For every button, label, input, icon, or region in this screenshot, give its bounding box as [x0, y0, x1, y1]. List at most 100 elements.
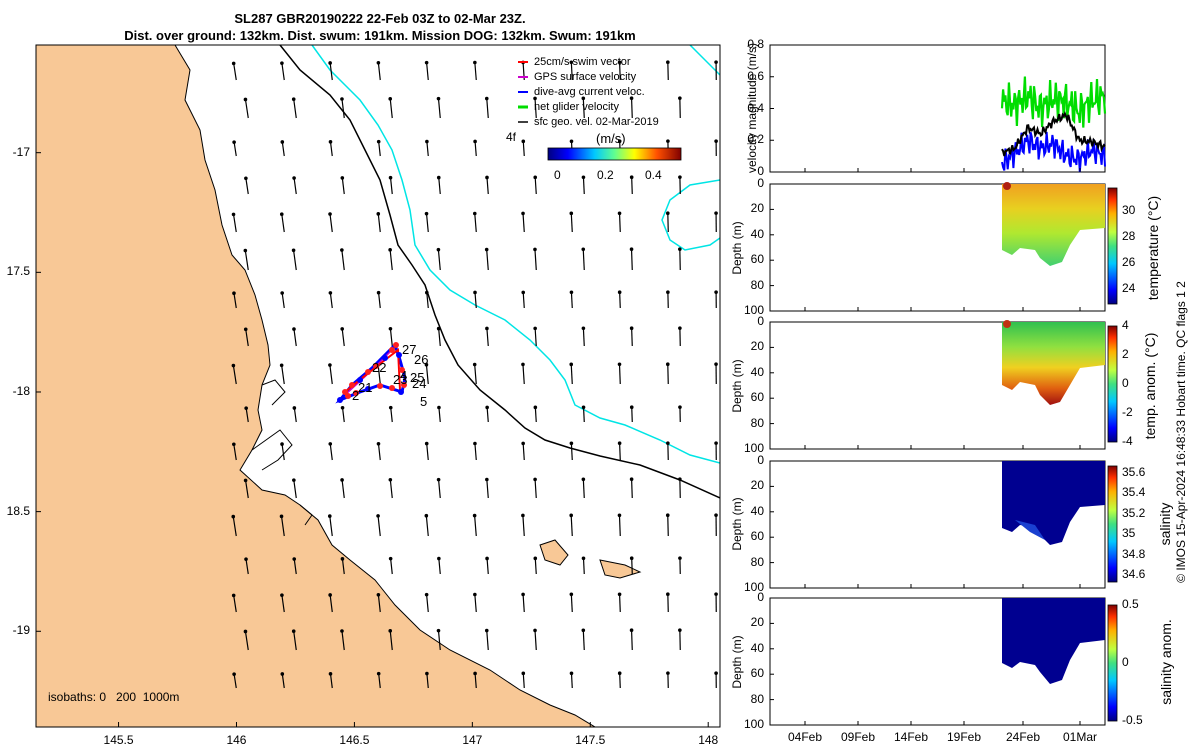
geo-vel-arrow	[244, 250, 249, 271]
geo-vel-arrow	[570, 443, 573, 461]
colorbar-tick-label: 30	[1122, 203, 1136, 218]
track-dot	[398, 389, 404, 395]
geo-vel-arrow	[293, 177, 297, 195]
geo-vel-arrowhead	[376, 671, 381, 676]
geo-vel-arrowhead	[581, 405, 586, 410]
panel-ytick-label: 100	[743, 580, 764, 594]
geo-vel-arrow	[534, 98, 537, 119]
isobath-200m	[311, 45, 720, 464]
geo-vel-arrow	[281, 444, 285, 461]
geo-vel-arrowhead	[436, 175, 441, 180]
geo-vel-arrow	[438, 558, 441, 575]
map-ytick-label: -19	[12, 623, 30, 638]
geo-vel-arrowhead	[666, 671, 670, 675]
geo-vel-arrow	[437, 249, 441, 271]
geo-vel-arrow	[390, 558, 393, 575]
geo-vel-arrowhead	[666, 211, 670, 215]
track-dot	[365, 369, 371, 375]
geo-vel-arrowhead	[436, 628, 441, 633]
geo-vel-arrowhead	[617, 592, 622, 597]
geo-vel-arrow	[341, 479, 345, 499]
geo-vel-arrow	[486, 407, 489, 423]
geo-vel-arrowhead	[244, 557, 248, 561]
geo-vel-arrowhead	[678, 628, 682, 632]
track-dot	[389, 347, 395, 353]
geo-vel-arrowhead	[388, 175, 393, 180]
geo-vel-arrow	[232, 516, 237, 537]
geo-vel-arrow	[631, 177, 633, 195]
geo-vel-arrowhead	[581, 96, 586, 101]
geo-vel-arrow	[426, 141, 429, 157]
geo-vel-arrowhead	[291, 629, 296, 634]
temp-ylabel: Depth (m)	[730, 221, 744, 275]
geo-vel-arrowhead	[424, 592, 429, 597]
geo-vel-arrowhead	[328, 61, 332, 65]
legend-current: dive-avg current veloc.	[534, 86, 645, 98]
geo-vel-arrow	[329, 364, 333, 385]
geo-vel-arrow	[631, 407, 633, 423]
geo-vel-arrowhead	[629, 628, 634, 633]
colorbar-tick-label: 0	[1122, 655, 1129, 669]
geo-vel-arrowhead	[376, 514, 380, 518]
geo-vel-arrow	[245, 329, 249, 347]
coast-detail	[251, 379, 313, 526]
geo-vel-arrowhead	[243, 629, 248, 634]
map-land	[36, 45, 596, 727]
colorbar-tick-label: 34.8	[1122, 546, 1146, 561]
geo-vel-arrow	[474, 364, 477, 385]
geo-vel-arrow	[630, 630, 633, 651]
geo-vel-arrowhead	[726, 556, 730, 560]
net-velocity-line	[1000, 76, 1107, 128]
legend-gps: GPS surface velocity	[534, 71, 637, 83]
geo-vel-arrow	[486, 630, 489, 651]
geo-vel-arrowhead	[629, 405, 634, 410]
geo-vel-arrowhead	[533, 326, 537, 331]
colorbar-tick-label: -2	[1122, 405, 1133, 419]
figure-title-line2: Dist. over ground: 132km. Dist. swum: 19…	[124, 28, 636, 43]
geo-vel-arrowhead	[424, 60, 429, 65]
geo-vel-arrow	[377, 515, 381, 537]
geo-vel-arrowhead	[280, 442, 284, 446]
geo-vel-arrowhead	[243, 248, 248, 253]
anom-cbar-label: temp. anom. (°C)	[1142, 332, 1158, 440]
geo-vel-arrowhead	[726, 628, 730, 632]
geo-vel-arrowhead	[328, 212, 332, 216]
geo-vel-arrowhead	[533, 477, 537, 482]
geo-vel-arrow	[389, 177, 393, 195]
map-xtick-label: 146	[226, 733, 247, 747]
geo-vel-arrowhead	[424, 362, 429, 367]
panel-ytick-label: 40	[750, 503, 764, 518]
geo-vel-arrowhead	[473, 139, 477, 144]
map-colorbar-tick-2: 0.4	[645, 168, 662, 182]
colorbar-marker: 4f	[506, 130, 517, 144]
geo-vel-arrowhead	[424, 441, 429, 446]
geo-vel-arrow	[534, 407, 537, 423]
geo-vel-arrowhead	[473, 60, 477, 65]
map-colorbar-tick-1: 0.2	[597, 168, 614, 182]
geo-vel-arrowhead	[244, 176, 248, 181]
track-label-2: 2	[352, 388, 360, 403]
geo-vel-arrowhead	[280, 672, 285, 676]
geo-vel-arrowhead	[425, 139, 429, 144]
temp-anom-colorbar	[1107, 325, 1118, 443]
geo-vel-arrow	[293, 407, 297, 423]
geo-vel-arrow	[329, 141, 333, 157]
geo-vel-arrowhead	[569, 60, 574, 65]
geo-vel-arrowhead	[340, 629, 344, 633]
geo-vel-arrowhead	[678, 477, 682, 481]
geo-vel-arrow	[389, 630, 393, 651]
legend-swim: 25cm/s swim vector	[534, 56, 631, 68]
geo-vel-arrowhead	[292, 557, 297, 561]
geo-vel-arrow	[570, 62, 573, 81]
geo-vel-arrowhead	[279, 514, 284, 519]
geo-vel-arrowhead	[424, 513, 429, 518]
anom-ylabel: Depth (m)	[730, 359, 744, 413]
geo-vel-arrowhead	[521, 362, 525, 367]
geo-vel-arrow	[438, 328, 441, 347]
geo-vel-arrowhead	[617, 139, 622, 144]
panel-ytick-label: 0	[757, 590, 764, 604]
geo-vel-arrowhead	[617, 362, 622, 367]
panel-xtick-label: 04Feb	[787, 730, 823, 744]
track-label-27: 27	[402, 342, 417, 357]
geo-vel-arrow	[233, 142, 237, 157]
